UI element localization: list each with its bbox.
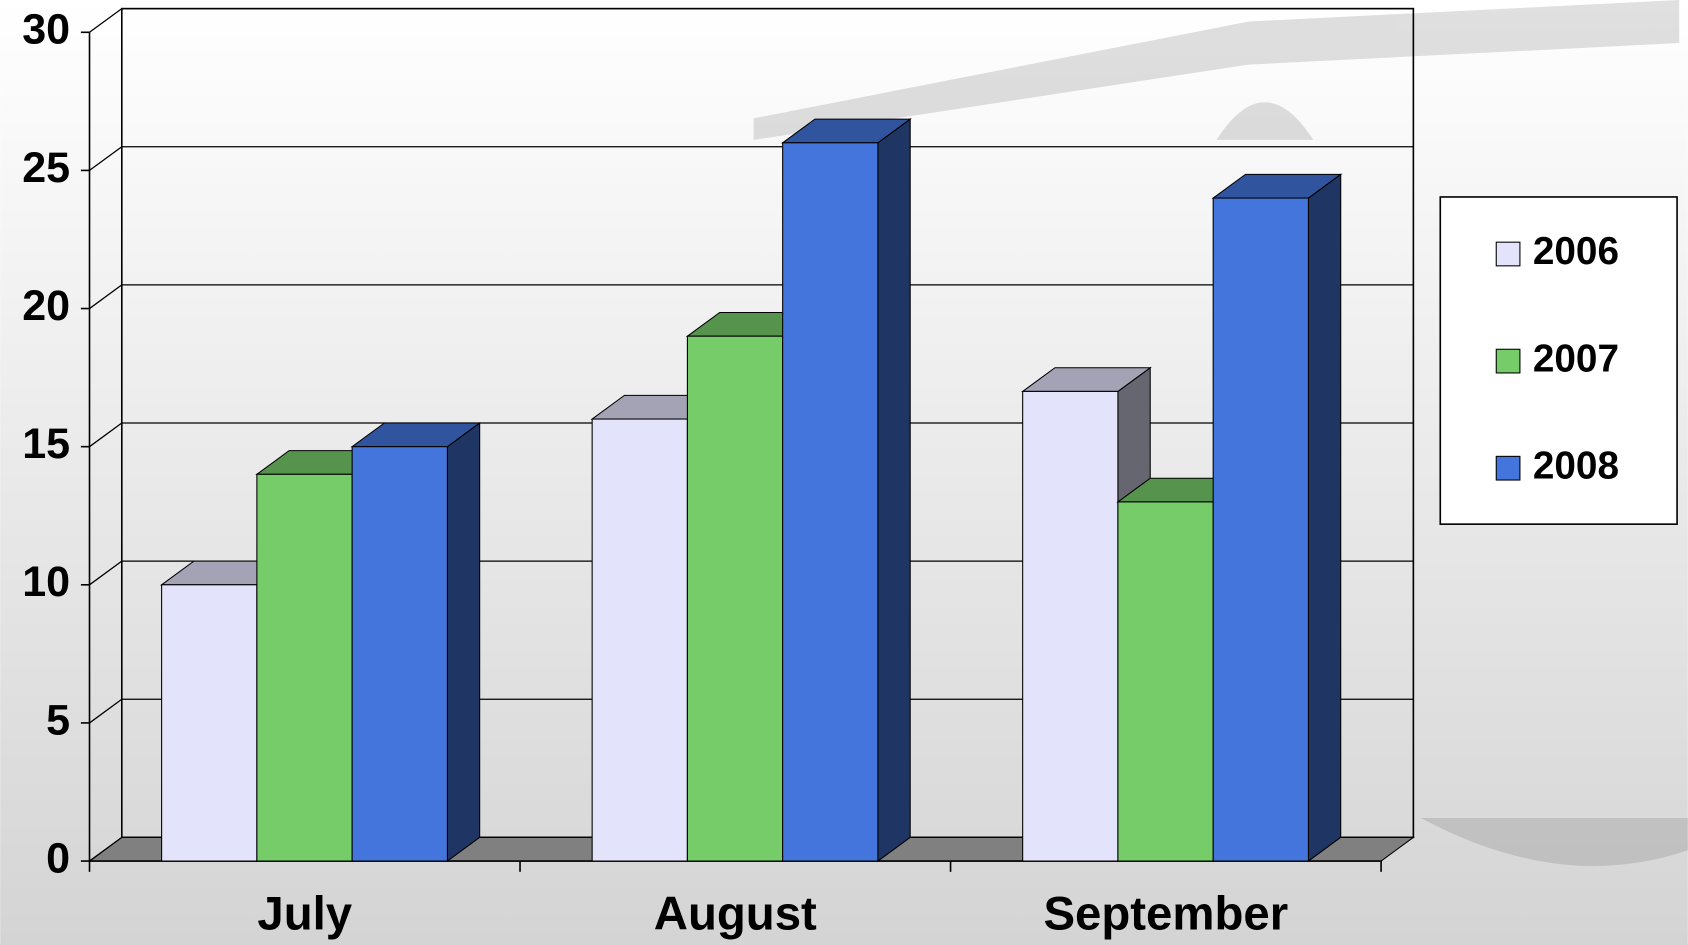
bar-front [687, 336, 782, 861]
y-tick-label: 5 [46, 696, 70, 744]
x-tick-label: July [257, 888, 352, 941]
x-tick-label: September [1043, 888, 1288, 941]
legend-label: 2008 [1533, 444, 1619, 487]
y-tick-label: 10 [22, 558, 70, 606]
chart: 0 5 10 15 20 25 30 July August September 2006 2007… [0, 0, 1688, 945]
bar-front [1118, 502, 1213, 861]
y-tick-label: 30 [22, 6, 70, 54]
bar-front [592, 419, 687, 861]
bar-front [1023, 391, 1118, 861]
bar-front [162, 585, 257, 861]
y-tick-label: 0 [46, 834, 70, 882]
bar-side [447, 423, 479, 861]
bar-front [257, 474, 352, 861]
bar-front [1213, 198, 1308, 861]
legend-swatch [1496, 349, 1520, 373]
legend-swatch [1496, 242, 1520, 266]
legend-swatch [1496, 456, 1520, 480]
bar-front [783, 143, 878, 861]
y-tick-label: 15 [22, 420, 70, 468]
bar [783, 119, 911, 861]
bar-side [878, 119, 910, 861]
bar-front [352, 447, 447, 861]
legend-label: 2007 [1533, 337, 1619, 380]
legend-label: 2006 [1533, 230, 1619, 273]
bar-side [1308, 174, 1340, 861]
x-tick-label: August [654, 888, 817, 941]
y-tick-label: 20 [22, 282, 70, 330]
legend: 2006 2007 2008 [1440, 197, 1677, 524]
bar [352, 423, 480, 861]
page: {"chart_data": {"type": "bar3d", "catego… [0, 0, 1688, 945]
y-tick-label: 25 [22, 144, 70, 192]
bar [1213, 174, 1341, 861]
